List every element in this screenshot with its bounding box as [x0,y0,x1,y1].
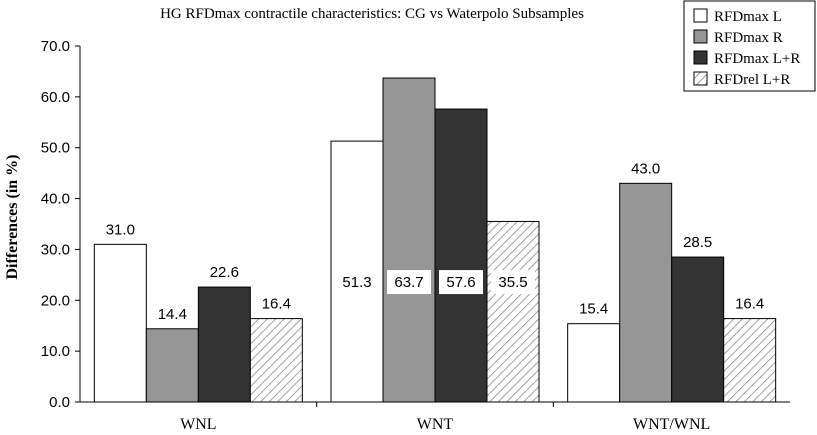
y-tick-label: 60.0 [41,89,70,106]
data-label-background [387,270,431,295]
bar [197,286,251,403]
data-label: 14.4 [158,306,187,323]
x-tick-label: WNL [180,416,216,433]
y-tick-label: 20.0 [41,292,70,309]
legend-label: RFDrel L+R [714,72,790,88]
data-label: 57.6 [446,274,475,291]
bar [723,318,777,403]
y-tick-label: 0.0 [49,394,70,411]
y-tick-label: 70.0 [41,38,70,55]
legend: RFDmax L RFDmax R RFDmax L+R RFDrel L+R [683,0,816,92]
data-label: 31.0 [106,221,135,238]
legend-swatch [693,71,708,86]
data-label-background [491,270,535,295]
legend-label: RFDmax L [714,9,782,25]
data-label: 16.4 [262,296,291,313]
data-label: 22.6 [210,264,239,281]
legend-swatch [693,29,708,44]
bar [145,328,199,403]
legend-label: RFDmax L+R [714,51,800,67]
legend-swatch [693,8,708,23]
x-tick-label: WNT [417,416,454,433]
y-tick-label: 40.0 [41,191,70,208]
data-label: 15.4 [579,301,608,318]
data-label: 43.0 [631,160,660,177]
data-label: 51.3 [342,274,371,291]
legend-swatch [693,50,708,65]
data-label-background [439,270,483,295]
y-tick-label: 30.0 [41,241,70,258]
bar [567,323,621,403]
y-tick-label: 10.0 [41,343,70,360]
y-axis-label: Differences (in %) [4,155,21,280]
data-label: 35.5 [498,274,527,291]
data-label-background [335,270,379,295]
bar [486,220,540,403]
legend-label: RFDmax R [714,30,783,46]
bar [93,243,147,403]
chart-title: HG RFDmax contractile characteristics: C… [160,6,584,22]
data-label: 28.5 [683,234,712,251]
bar [671,256,725,403]
y-tick-label: 50.0 [41,140,70,157]
bar [434,108,488,403]
bar [382,77,436,403]
plot-area: 0.0 10.0 20.0 30.0 40.0 50.0 60.0 70.0 WNL 31.0 14… [41,38,790,433]
data-label: 16.4 [735,296,764,313]
bar [619,182,673,403]
data-label: 63.7 [394,274,423,291]
bar [249,318,303,403]
x-tick-label: WNT/WNL [633,416,710,433]
